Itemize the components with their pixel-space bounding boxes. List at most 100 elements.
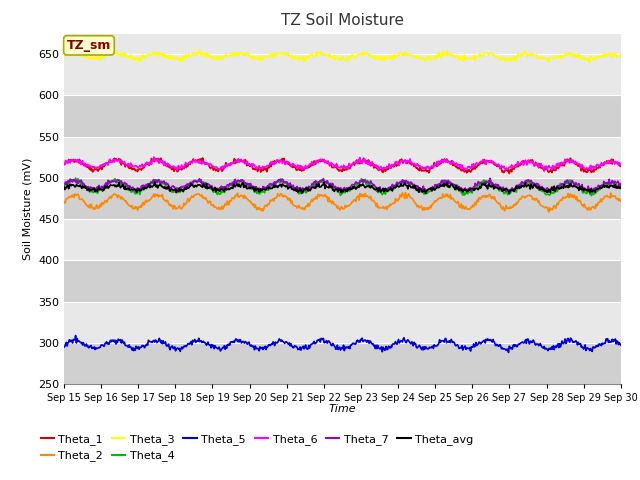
Theta_6 — [617, 162, 625, 168]
Theta_4 — [72, 175, 79, 181]
Theta_4 — [428, 186, 435, 192]
Theta_4 — [70, 177, 78, 183]
Theta_avg — [60, 184, 68, 190]
Theta_6 — [150, 154, 157, 160]
Theta_2 — [428, 205, 435, 211]
Bar — [64, 301, 621, 343]
Theta_7 — [428, 185, 435, 191]
Theta_3 — [127, 53, 135, 59]
Theta_6 — [214, 166, 222, 171]
Theta_3 — [70, 48, 78, 53]
Bar — [64, 178, 621, 219]
Theta_4 — [185, 182, 193, 188]
Theta_7 — [617, 183, 625, 189]
Line: Theta_2: Theta_2 — [64, 193, 621, 212]
Y-axis label: Soil Moisture (mV): Soil Moisture (mV) — [22, 157, 33, 260]
Theta_avg — [151, 179, 159, 185]
Theta_6 — [428, 164, 435, 170]
Theta_2 — [402, 190, 410, 196]
Theta_3 — [585, 60, 593, 65]
Theta_avg — [214, 186, 222, 192]
Theta_2 — [127, 204, 135, 210]
Theta_7 — [214, 186, 221, 192]
Theta_1 — [60, 161, 68, 167]
Theta_3 — [617, 53, 625, 59]
Bar — [64, 54, 621, 96]
Text: TZ_sm: TZ_sm — [67, 39, 111, 52]
Theta_1 — [506, 170, 513, 176]
Bar — [64, 96, 621, 137]
Title: TZ Soil Moisture: TZ Soil Moisture — [281, 13, 404, 28]
Legend: Theta_1, Theta_2, Theta_3, Theta_4, Theta_5, Theta_6, Theta_7, Theta_avg: Theta_1, Theta_2, Theta_3, Theta_4, Thet… — [36, 430, 478, 466]
Theta_1 — [214, 168, 222, 174]
Bar — [64, 343, 621, 384]
Line: Theta_6: Theta_6 — [64, 157, 621, 170]
Theta_4 — [588, 192, 595, 198]
Line: Theta_avg: Theta_avg — [64, 182, 621, 193]
Theta_3 — [411, 54, 419, 60]
Theta_7 — [486, 175, 494, 181]
Theta_avg — [127, 187, 135, 192]
Line: Theta_5: Theta_5 — [64, 336, 621, 352]
Theta_5 — [411, 341, 419, 347]
Line: Theta_1: Theta_1 — [64, 158, 621, 173]
Theta_6 — [60, 162, 68, 168]
Theta_7 — [415, 190, 423, 195]
Theta_7 — [410, 181, 418, 187]
Theta_6 — [411, 161, 419, 167]
Line: Theta_4: Theta_4 — [64, 178, 621, 195]
Theta_5 — [60, 344, 68, 350]
Theta_1 — [127, 165, 135, 171]
Bar — [64, 219, 621, 260]
Theta_1 — [184, 163, 192, 169]
Theta_7 — [70, 177, 78, 183]
Theta_5 — [505, 349, 513, 355]
Theta_4 — [617, 186, 625, 192]
Theta_2 — [617, 198, 625, 204]
Theta_avg — [411, 182, 419, 188]
X-axis label: Time: Time — [328, 405, 356, 414]
Theta_3 — [214, 57, 222, 63]
Theta_1 — [617, 164, 625, 169]
Bar — [64, 137, 621, 178]
Theta_5 — [128, 347, 136, 353]
Theta_5 — [617, 342, 625, 348]
Theta_7 — [127, 185, 135, 191]
Theta_6 — [127, 163, 135, 169]
Theta_3 — [196, 47, 204, 53]
Theta_2 — [184, 196, 192, 202]
Theta_4 — [128, 189, 136, 194]
Theta_1 — [411, 162, 419, 168]
Theta_5 — [72, 333, 79, 338]
Theta_5 — [214, 346, 222, 352]
Theta_1 — [199, 155, 207, 161]
Bar — [64, 260, 621, 301]
Theta_7 — [60, 181, 68, 187]
Theta_3 — [60, 52, 68, 58]
Line: Theta_3: Theta_3 — [64, 50, 621, 62]
Theta_2 — [411, 200, 419, 205]
Theta_4 — [411, 185, 419, 191]
Theta_2 — [214, 206, 221, 212]
Theta_avg — [422, 191, 429, 196]
Theta_1 — [70, 159, 78, 165]
Theta_2 — [60, 199, 68, 204]
Theta_7 — [184, 183, 192, 189]
Theta_4 — [60, 185, 68, 191]
Theta_1 — [428, 164, 435, 169]
Theta_avg — [428, 188, 436, 194]
Theta_avg — [617, 184, 625, 190]
Theta_3 — [428, 57, 435, 63]
Theta_4 — [214, 189, 222, 195]
Theta_5 — [70, 337, 78, 343]
Theta_2 — [70, 194, 78, 200]
Theta_5 — [428, 345, 435, 351]
Line: Theta_7: Theta_7 — [64, 178, 621, 192]
Theta_6 — [540, 167, 548, 173]
Theta_6 — [70, 157, 78, 163]
Theta_2 — [545, 209, 552, 215]
Theta_6 — [185, 161, 193, 167]
Theta_3 — [184, 53, 192, 59]
Theta_avg — [185, 185, 193, 191]
Theta_avg — [70, 183, 78, 189]
